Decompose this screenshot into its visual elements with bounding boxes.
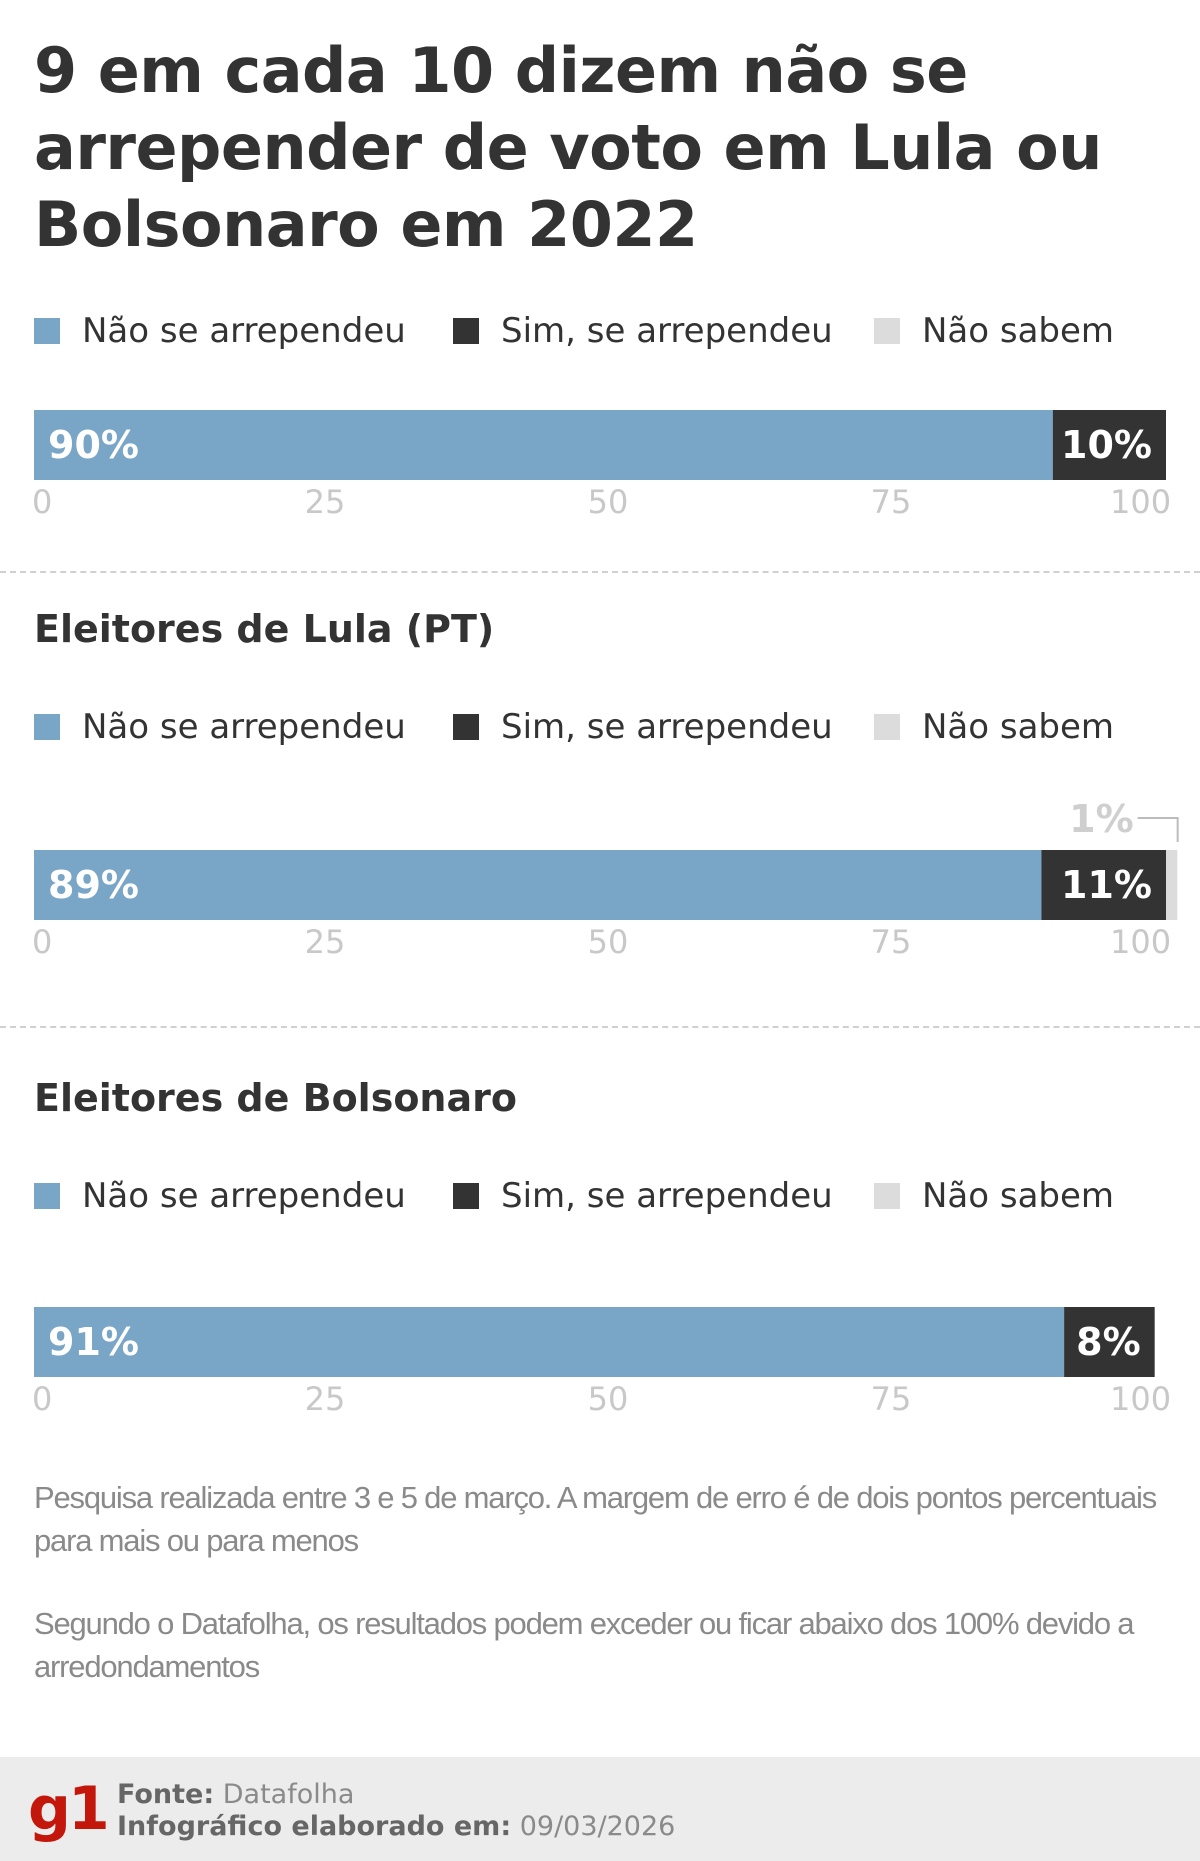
data-label-sim-se-arrependeu: 11% [1061,863,1152,907]
legend: Não se arrependeu Sim, se arrependeu Não… [34,311,1174,351]
tick-label: 50 [588,1380,629,1418]
tick-label: 100 [1110,1380,1171,1418]
section-title-lula: Eleitores de Lula (PT) [34,607,495,651]
footer-source-label: Fonte: [117,1779,215,1810]
bar-nao-se-arrependeu [34,1307,1065,1377]
legend-item-sim-se-arrependeu: Sim, se arrependeu [453,1176,833,1216]
footer-credits: Fonte: Datafolha Infográfico elaborado e… [117,1779,675,1843]
chart-overall: 90% 10% 0 25 50 75 100 [32,410,1171,521]
footer-date: Infográfico elaborado em: 09/03/2026 [117,1811,675,1843]
legend-swatch-nao-sabem [874,714,900,740]
legend-item-sim-se-arrependeu: Sim, se arrependeu [453,707,833,747]
data-label-nao-sabem: 1% [1069,797,1134,841]
bar-sim-se-arrependeu [1041,850,1166,920]
data-label-sim-se-arrependeu: 10% [1061,423,1152,467]
legend-swatch-sim-se-arrependeu [453,714,479,740]
g1-logo: g1 [28,1774,110,1844]
callout-line-nao-sabem [1137,817,1179,842]
legend-label-nao-se-arrependeu: Não se arrependeu [82,707,406,747]
chart-bolsonaro: 91% 8% 0 25 50 75 100 [32,1307,1171,1418]
legend-label-nao-sabem: Não sabem [922,1176,1115,1216]
data-label-nao-se-arrependeu: 91% [48,1320,139,1364]
data-label-nao-se-arrependeu: 90% [48,423,139,467]
tick-label: 50 [588,923,629,961]
footer-source: Fonte: Datafolha [117,1779,675,1811]
bar-nao-se-arrependeu [34,850,1042,920]
legend-label-sim-se-arrependeu: Sim, se arrependeu [501,1176,833,1216]
legend-label-nao-se-arrependeu: Não se arrependeu [82,1176,406,1216]
legend-item-nao-sabem: Não sabem [874,311,1114,351]
footer-source-value: Datafolha [222,1779,355,1810]
bar-nao-sabem [1166,850,1178,920]
legend-item-nao-se-arrependeu: Não se arrependeu [34,707,406,747]
tick-label: 25 [305,1380,346,1418]
tick-label: 0 [32,923,52,961]
footer-date-label: Infográfico elaborado em: [117,1811,512,1842]
legend-swatch-nao-se-arrependeu [34,1183,60,1209]
tick-label: 25 [305,923,346,961]
data-label-sim-se-arrependeu: 8% [1076,1320,1141,1364]
tick-label: 75 [871,483,912,521]
legend-swatch-nao-sabem [874,1183,900,1209]
tick-label: 0 [32,483,52,521]
footer-date-value: 09/03/2026 [519,1811,676,1842]
legend-label-sim-se-arrependeu: Sim, se arrependeu [501,311,833,351]
bar-sim-se-arrependeu [1052,410,1166,480]
note-rounding: Segundo o Datafolha, os resultados podem… [34,1606,1135,1684]
legend-item-nao-se-arrependeu: Não se arrependeu [34,1176,406,1216]
divider [0,1026,1200,1028]
tick-label: 100 [1110,483,1171,521]
legend-swatch-nao-se-arrependeu [34,318,60,344]
legend-label-nao-sabem: Não sabem [922,707,1115,747]
section-title-bolsonaro: Eleitores de Bolsonaro [34,1076,517,1120]
legend-swatch-nao-sabem [874,318,900,344]
legend-label-nao-sabem: Não sabem [922,311,1115,351]
legend-item-nao-se-arrependeu: Não se arrependeu [34,311,406,351]
notes: Pesquisa realizada entre 3 e 5 de março.… [34,1476,1164,1688]
legend-label-nao-se-arrependeu: Não se arrependeu [82,311,406,351]
legend: Não se arrependeu Sim, se arrependeu Não… [34,1176,1174,1216]
tick-label: 100 [1110,923,1171,961]
legend-swatch-sim-se-arrependeu [453,318,479,344]
note-methodology: Pesquisa realizada entre 3 e 5 de março.… [34,1480,1157,1558]
tick-label: 0 [32,1380,52,1418]
tick-label: 75 [871,923,912,961]
legend: Não se arrependeu Sim, se arrependeu Não… [34,707,1174,747]
tick-label: 50 [588,483,629,521]
legend-item-nao-sabem: Não sabem [874,707,1114,747]
bar-nao-se-arrependeu [34,410,1053,480]
tick-label: 25 [305,483,346,521]
footer: g1 Fonte: Datafolha Infográfico elaborad… [0,1757,1200,1861]
data-label-nao-se-arrependeu: 89% [48,863,139,907]
legend-item-sim-se-arrependeu: Sim, se arrependeu [453,311,833,351]
tick-label: 75 [871,1380,912,1418]
legend-item-nao-sabem: Não sabem [874,1176,1114,1216]
legend-swatch-nao-se-arrependeu [34,714,60,740]
divider [0,571,1200,573]
page-title: 9 em cada 10 dizem não se arrepender de … [34,34,1102,261]
legend-label-sim-se-arrependeu: Sim, se arrependeu [501,707,833,747]
legend-swatch-sim-se-arrependeu [453,1183,479,1209]
chart-lula: 89% 11% 1% 0 25 50 75 100 [32,797,1179,961]
bar-sim-se-arrependeu [1064,1307,1155,1377]
